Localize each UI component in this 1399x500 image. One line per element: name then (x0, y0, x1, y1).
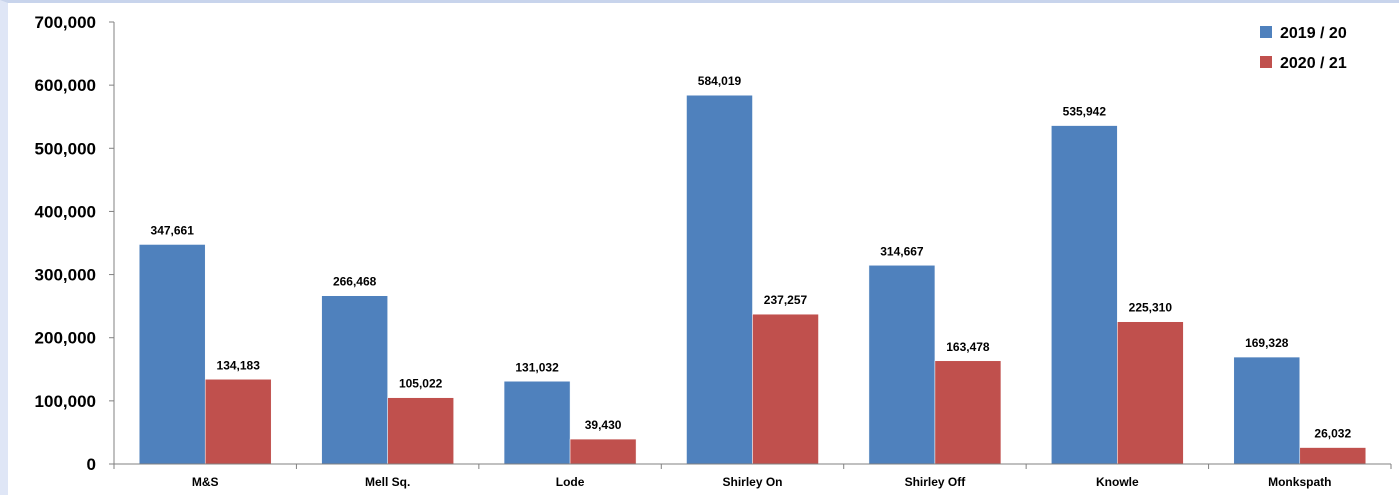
data-label: 169,328 (1245, 336, 1289, 350)
x-tick-label: Knowle (1096, 475, 1139, 489)
x-tick-label: Lode (556, 475, 585, 489)
bar-series2 (752, 313, 819, 465)
bar-series1 (1233, 356, 1301, 465)
legend: 2019 / 20 2020 / 21 (1260, 25, 1347, 72)
data-label: 26,032 (1314, 427, 1351, 441)
bar-series2 (387, 397, 454, 465)
y-tick-label: 100,000 (35, 392, 96, 411)
y-tick-label: 200,000 (35, 329, 96, 348)
x-tick-label: M&S (192, 475, 219, 489)
x-axis: M&S Mell Sq. Lode Shirley On Shirley Off Know… (113, 463, 1392, 489)
y-tick-label: 300,000 (35, 266, 96, 285)
y-tick-label: 600,000 (35, 76, 96, 95)
data-label: 237,257 (764, 293, 808, 307)
bar-series2 (569, 438, 637, 465)
data-label: 314,667 (880, 244, 924, 258)
data-label: 105,022 (399, 377, 443, 391)
y-tick-label: 400,000 (35, 202, 96, 221)
bar-series2 (1299, 447, 1367, 465)
bar-series1 (868, 265, 936, 465)
x-tick-label: Monkspath (1268, 475, 1331, 489)
bar-series1 (321, 295, 388, 465)
y-tick-label: 0 (87, 455, 96, 474)
legend-label: 2020 / 21 (1280, 55, 1347, 72)
data-label: 584,019 (698, 74, 742, 88)
data-label: 134,183 (217, 358, 261, 372)
y-tick-label: 500,000 (35, 139, 96, 158)
y-axis: 0 100,000 200,000 300,000 400,000 500,000 600,… (35, 13, 115, 474)
data-label: 535,942 (1063, 105, 1107, 119)
bar-series1 (138, 244, 206, 465)
data-label: 225,310 (1129, 301, 1173, 315)
data-label: 163,478 (946, 340, 990, 354)
data-label: 39,430 (585, 418, 622, 432)
bars: 347,661 134,183 266,468 105,022 131,032 39,43… (138, 74, 1367, 465)
legend-swatch (1260, 56, 1272, 68)
bar-series1 (1051, 125, 1118, 465)
bar-chart: 0 100,000 200,000 300,000 400,000 500,000 600,… (35, 13, 1392, 489)
legend-swatch (1260, 26, 1272, 38)
x-tick-label: Shirley Off (905, 475, 967, 489)
data-label: 131,032 (515, 360, 559, 374)
bar-series2 (1117, 321, 1184, 465)
bar-series1 (686, 94, 753, 465)
bar-series1 (503, 381, 571, 465)
y-tick-label: 700,000 (35, 13, 96, 32)
x-tick-label: Mell Sq. (365, 475, 410, 489)
bar-series2 (934, 360, 1002, 465)
data-label: 266,468 (333, 275, 377, 289)
data-label: 347,661 (151, 223, 195, 237)
bar-series2 (204, 379, 272, 465)
legend-label: 2019 / 20 (1280, 25, 1347, 42)
x-tick-label: Shirley On (722, 475, 782, 489)
